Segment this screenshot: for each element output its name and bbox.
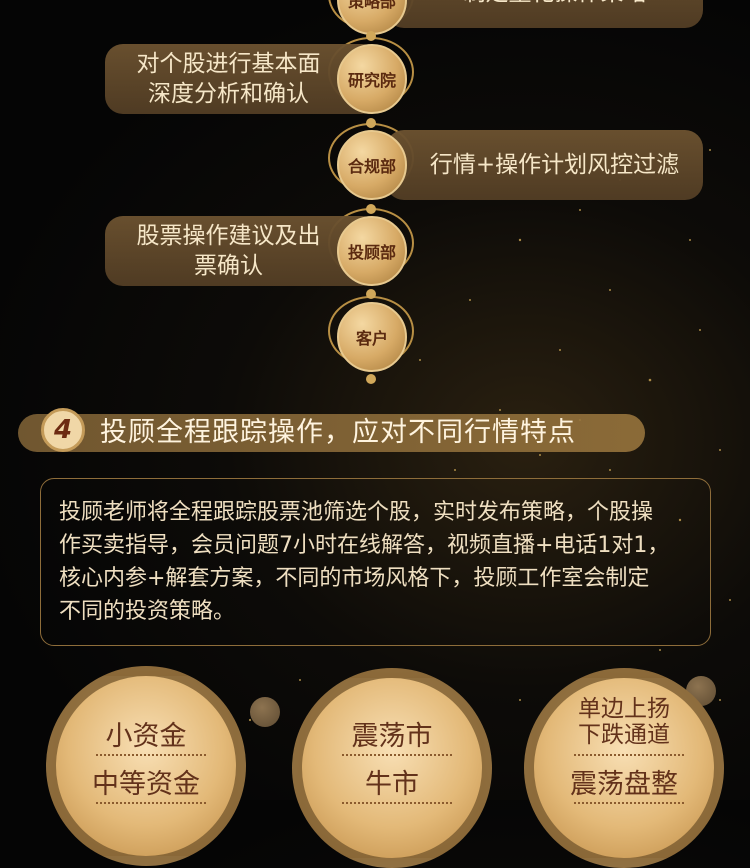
section-title: 投顾全程跟踪操作，应对不同行情特点 [100,417,576,448]
connector-dot [366,204,376,214]
dotted-divider [574,754,684,756]
dotted-divider [96,802,206,804]
capital-size-circle: 小资金 中等资金 [46,666,246,866]
description-line: 作买卖指导，会员问题7小时在线解答，视频直播+电话1对1， [59,533,670,558]
step-description: 对个股进行基本面 深度分析和确认 [105,44,380,114]
dotted-divider [342,754,452,756]
section-number-badge: 4 [41,408,85,452]
circle-text: 震荡市 [351,721,433,752]
section-header-bar [18,414,645,452]
connector-dot [366,289,376,299]
description-line: 不同的投资策略。 [59,599,236,624]
description-line: 投顾老师将全程跟踪股票池筛选个股，实时发布策略，个股操 [59,500,654,525]
step-description: 股票操作建议及出 票确认 [105,216,380,286]
dotted-divider [574,802,684,804]
department-badge-advisor: 投顾部 [337,216,407,286]
department-badge-client: 客户 [337,302,407,372]
dotted-divider [342,802,452,804]
circle-text: 小资金 [105,721,187,752]
description-box: 投顾老师将全程跟踪股票池筛选个股，实时发布策略，个股操 作买卖指导，会员问题7小… [40,478,711,646]
department-badge-compliance: 合规部 [337,130,407,200]
dotted-divider [96,754,206,756]
step-description: 制定量化操作策略 [386,0,703,28]
market-type-circle: 震荡市 牛市 [292,668,492,868]
circle-text: 震荡盘整 [570,769,678,800]
department-badge-research: 研究院 [337,44,407,114]
connector-dot [366,118,376,128]
circle-text: 单边上扬 下跌通道 [578,696,670,748]
step-description: 行情+操作计划风控过滤 [386,130,703,200]
connector-dot [366,31,376,41]
circle-text: 中等资金 [92,769,200,800]
decorative-ball [250,697,280,727]
description-line: 核心内参+解套方案，不同的市场风格下，投顾工作室会制定 [59,566,650,591]
department-badge-strategy: 策略部 [337,0,407,35]
connector-dot [366,374,376,384]
circle-text: 牛市 [365,769,419,800]
trend-type-circle: 单边上扬 下跌通道 震荡盘整 [524,668,724,868]
